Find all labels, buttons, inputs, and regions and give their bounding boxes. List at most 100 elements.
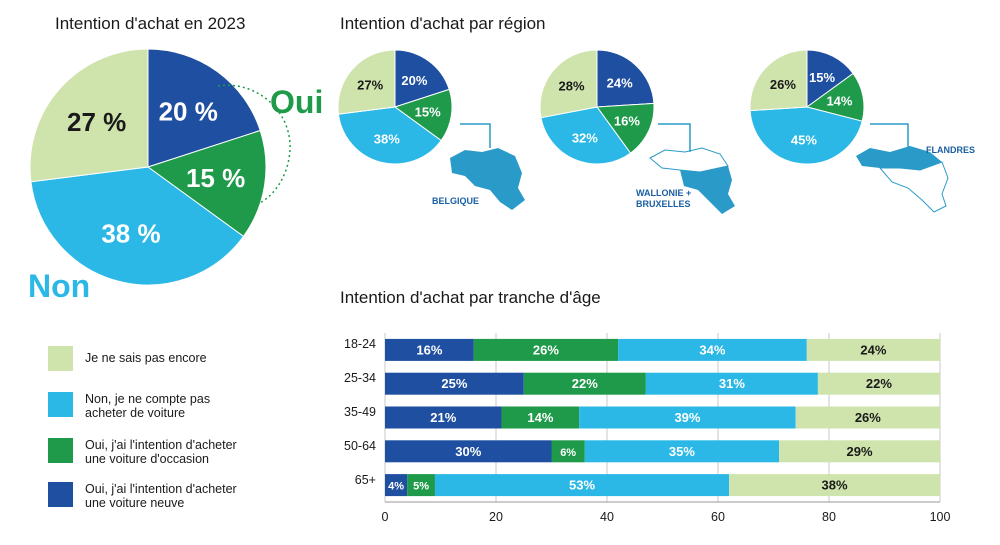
bar-35-49-unsure xyxy=(795,406,940,429)
bar-25-34-new xyxy=(385,372,524,395)
age-label: 25-34 xyxy=(344,371,376,385)
oui-label: Oui xyxy=(270,84,324,120)
age-label: 18-24 xyxy=(344,337,376,351)
wallonie-pie-slice-new xyxy=(596,49,655,108)
age-label: 50-64 xyxy=(344,439,376,453)
main-pie-slice-label: 38 % xyxy=(101,218,160,248)
x-tick-label: 80 xyxy=(822,510,836,524)
region-label-belgique: BELGIQUE xyxy=(432,196,480,206)
flandres-pie-slice-no xyxy=(749,106,863,165)
wallonie-map xyxy=(649,123,735,214)
region-label-flandres: FLANDRES xyxy=(926,145,975,155)
wallonie-pie-slice-label: 32% xyxy=(572,130,598,145)
belgique-pie-slice-unsure xyxy=(337,49,396,115)
bar-value-label: 30% xyxy=(455,444,481,459)
bar-value-label: 38% xyxy=(822,478,848,493)
wallonie-pie-slice-label: 28% xyxy=(559,78,585,93)
main-pie-chart: 20 %15 %38 %27 % xyxy=(29,48,267,286)
bar-35-49-new xyxy=(385,406,502,429)
legend-item-new: Oui, j'ai l'intention d'acheter une voit… xyxy=(48,482,260,510)
belgique-pie-slice-new xyxy=(394,49,450,108)
non-label: Non xyxy=(28,268,91,304)
bar-value-label: 31% xyxy=(719,376,745,391)
bar-50-64-no xyxy=(584,440,780,463)
bar-value-label: 25% xyxy=(441,376,467,391)
bar-35-49-used xyxy=(501,406,580,429)
belgique-pie-slice-used xyxy=(393,88,453,142)
bar-value-label: 39% xyxy=(674,410,700,425)
bar-value-label: 4% xyxy=(388,481,404,493)
belgique-pie-slice-label: 15% xyxy=(415,105,441,120)
bar-value-label: 53% xyxy=(569,478,595,493)
region-pie-flandres: 15% 14% 45% 26% xyxy=(749,49,865,165)
bar-value-label: 22% xyxy=(572,376,598,391)
region-label-wallonie: WALLONIE + BRUXELLES xyxy=(636,188,692,209)
main-pie-slice-unsure xyxy=(29,48,149,183)
bar-50-64-new xyxy=(385,440,552,463)
main-pie-slice-label: 20 % xyxy=(159,97,218,127)
bar-25-34-no xyxy=(645,372,818,395)
flandres-pie-slice-label: 14% xyxy=(826,93,852,108)
legend-swatch xyxy=(48,346,73,371)
x-tick-label: 100 xyxy=(929,510,951,524)
bar-25-34-used xyxy=(523,372,646,395)
legend-item-used: Oui, j'ai l'intention d'acheter une voit… xyxy=(48,438,260,466)
age-label: 65+ xyxy=(354,473,376,487)
flandres-pie-slice-label: 15% xyxy=(809,70,835,85)
wallonie-pie-slice-label: 16% xyxy=(614,114,640,129)
legend-label: Oui, j'ai l'intention d'acheter une voit… xyxy=(85,438,237,466)
wallonie-pie-slice-label: 24% xyxy=(607,75,633,90)
x-tick-label: 0 xyxy=(381,510,389,524)
bar-25-34-unsure xyxy=(817,372,940,395)
bar-value-label: 6% xyxy=(560,447,576,459)
main-pie-slice-no xyxy=(30,166,245,286)
legend-swatch xyxy=(48,438,73,463)
flandres-pie-slice-label: 26% xyxy=(770,77,796,92)
main-pie-slice-label: 27 % xyxy=(67,107,126,137)
legend-label: Je ne sais pas encore xyxy=(85,351,207,365)
x-tick-label: 20 xyxy=(489,510,503,524)
bar-65+-unsure xyxy=(729,474,940,497)
bar-value-label: 5% xyxy=(413,481,429,493)
age-section-title: Intention d'achat par tranche d'âge xyxy=(340,288,601,307)
legend-item-unsure: Je ne sais pas encore xyxy=(48,346,285,371)
x-tick-label: 40 xyxy=(600,510,614,524)
belgique-pie-slice-label: 20% xyxy=(401,73,427,88)
bar-value-label: 16% xyxy=(416,342,442,357)
bar-35-49-no xyxy=(579,406,796,429)
bar-18-24-new xyxy=(385,338,474,361)
bar-value-label: 22% xyxy=(866,376,892,391)
bar-value-label: 35% xyxy=(669,444,695,459)
bar-65+-new xyxy=(385,474,408,497)
bar-18-24-unsure xyxy=(806,338,940,361)
region-section-title: Intention d'achat par région xyxy=(340,14,546,33)
main-pie-title: Intention d'achat en 2023 xyxy=(55,14,246,33)
wallonie-pie-slice-unsure xyxy=(539,49,598,119)
belgique-pie-slice-no xyxy=(337,106,442,165)
flandres-pie-slice-new xyxy=(806,49,854,108)
bar-value-label: 26% xyxy=(855,410,881,425)
bar-18-24-used xyxy=(473,338,619,361)
belgique-pie-slice-label: 27% xyxy=(357,78,383,93)
bar-value-label: 24% xyxy=(860,342,886,357)
legend-item-no: Non, je ne compte pas acheter de voiture xyxy=(48,392,235,420)
bar-18-24-no xyxy=(618,338,807,361)
bar-65+-used xyxy=(407,474,435,497)
wallonie-pie-slice-no xyxy=(540,106,632,165)
bar-65+-no xyxy=(434,474,730,497)
x-tick-label: 60 xyxy=(711,510,725,524)
bar-value-label: 34% xyxy=(699,342,725,357)
legend-swatch xyxy=(48,392,73,417)
bar-value-label: 14% xyxy=(527,410,553,425)
region-pie-belgique: 20% 15% 38% 27% xyxy=(337,49,453,165)
flandres-pie-slice-unsure xyxy=(749,49,808,112)
bar-value-label: 29% xyxy=(847,444,873,459)
legend-label: Non, je ne compte pas acheter de voiture xyxy=(85,392,211,420)
age-label: 35-49 xyxy=(344,405,376,419)
wallonie-pie-slice-used xyxy=(596,102,655,154)
belgique-pie-slice-label: 38% xyxy=(374,132,400,147)
bar-value-label: 26% xyxy=(533,342,559,357)
legend-label: Oui, j'ai l'intention d'acheter une voit… xyxy=(85,482,237,510)
region-pie-wallonie: 24% 16% 32% 28% xyxy=(539,49,655,165)
